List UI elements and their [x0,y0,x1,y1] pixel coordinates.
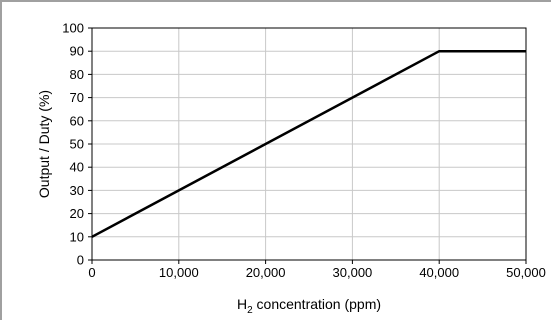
x-axis-label-subscript: 2 [247,305,253,316]
y-tick-label-0: 0 [77,253,84,268]
y-tick-label-2: 20 [70,206,84,221]
x-axis-label: H2 concentration (ppm) [237,296,381,316]
y-tick-label-5: 50 [70,137,84,152]
y-tick-label-10: 100 [62,21,84,36]
x-axis-label-suffix: concentration (ppm) [253,296,381,312]
x-axis-ticks: 0 10,000 20,000 30,000 40,000 50,000 [88,260,546,280]
y-tick-label-7: 70 [70,90,84,105]
series-group [91,49,526,238]
y-tick-label-9: 90 [70,44,84,59]
x-tick-label-5: 50,000 [506,265,546,280]
x-tick-label-2: 20,000 [246,265,286,280]
y-tick-label-3: 30 [70,183,84,198]
x-tick-label-0: 0 [88,265,95,280]
x-tick-label-4: 40,000 [419,265,459,280]
x-tick-label-1: 10,000 [159,265,199,280]
y-tick-label-1: 10 [70,229,84,244]
x-tick-label-3: 30,000 [333,265,373,280]
series-line-0 [91,49,526,238]
y-axis-ticks: 0 10 20 30 40 50 60 70 80 90 100 [62,21,92,268]
y-tick-label-8: 80 [70,67,84,82]
x-axis-label-prefix: H [237,296,247,312]
y-axis-label: Output / Duty (%) [36,90,52,198]
y-tick-label-4: 40 [70,160,84,175]
grid [92,28,526,260]
y-tick-label-6: 60 [70,113,84,128]
